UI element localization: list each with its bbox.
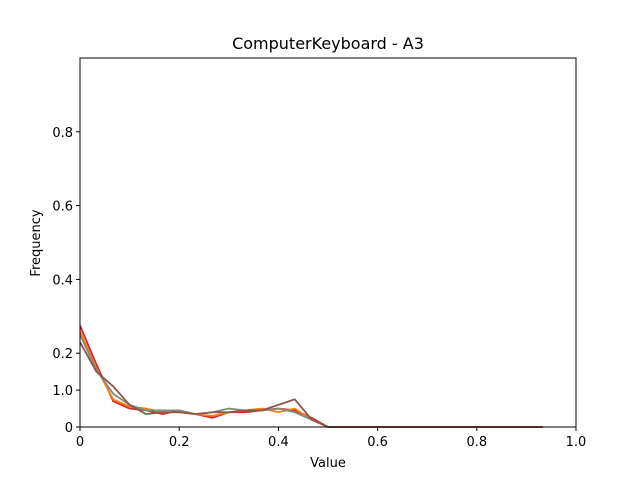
y-tick-label: 0.4 <box>52 273 73 288</box>
chart-title: ComputerKeyboard - A3 <box>232 34 424 53</box>
x-tick-label: 1.0 <box>566 435 587 450</box>
x-tick-label: 0 <box>76 435 84 450</box>
series-line <box>79 330 543 428</box>
y-axis-label: Frequency <box>29 209 44 276</box>
y-tick-label: 0.2 <box>52 347 73 362</box>
x-tick-label: 0.2 <box>169 435 190 450</box>
y-tick-label: 1.0 <box>52 384 73 399</box>
y-tick-label: 0.8 <box>52 126 73 141</box>
x-axis-label: Value <box>310 456 346 471</box>
x-tick-label: 0.8 <box>466 435 487 450</box>
x-tick-label: 0.4 <box>268 435 289 450</box>
series-line <box>79 341 543 428</box>
x-tick-label: 0.6 <box>367 435 388 450</box>
y-tick-label: 0.6 <box>52 200 73 215</box>
series-line <box>79 325 543 428</box>
plot-frame <box>79 57 577 428</box>
y-tick-label: 0 <box>65 421 73 436</box>
